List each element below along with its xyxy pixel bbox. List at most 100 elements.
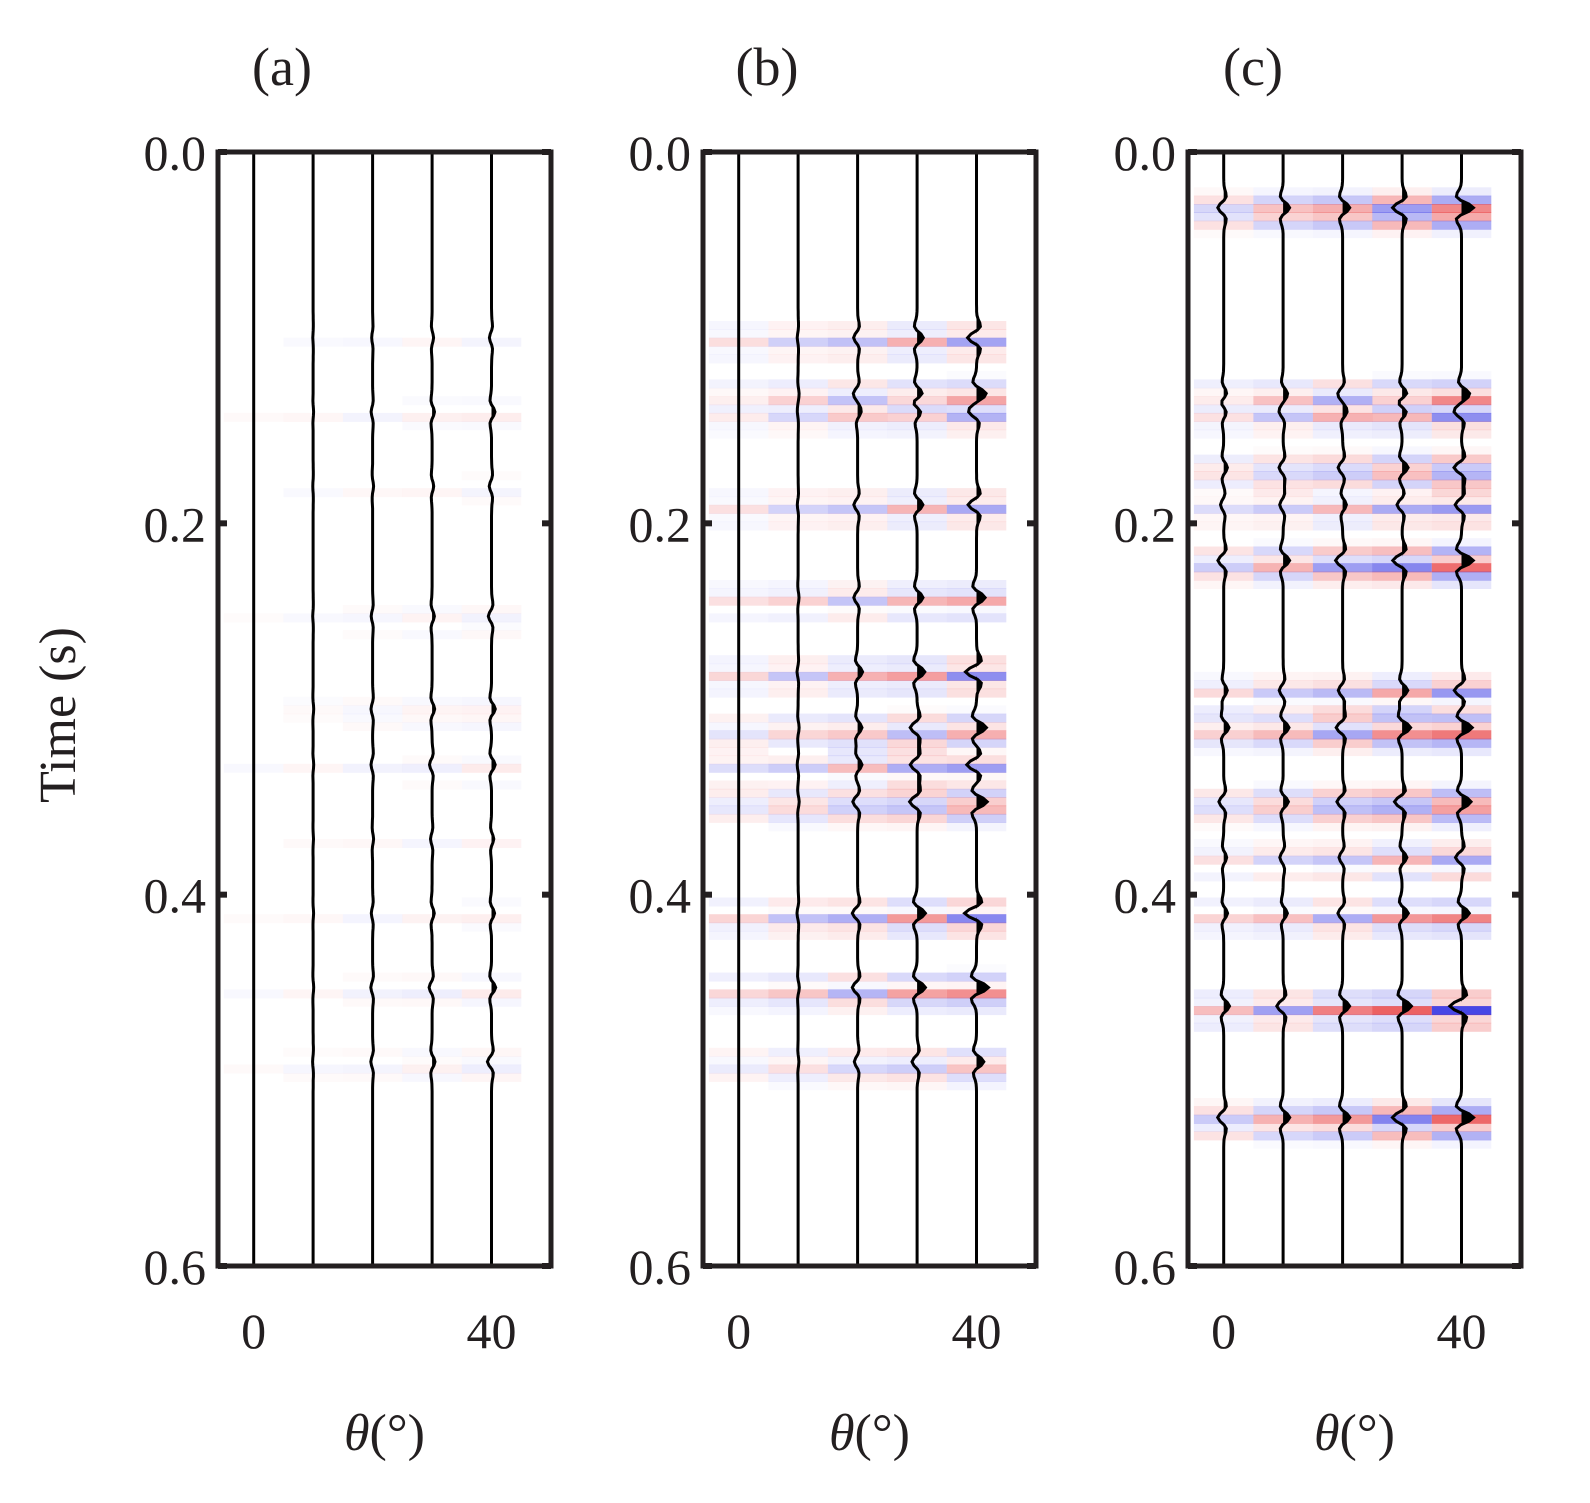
heatmap-cell (1372, 220, 1432, 230)
panel-label-b: (b) (736, 37, 799, 97)
heatmap-cell (402, 613, 462, 623)
heatmap-cell (887, 797, 947, 807)
heatmap-cell (887, 580, 947, 589)
heatmap-cell (1372, 839, 1432, 848)
heatmap-cell (1431, 813, 1492, 823)
panel-a: (a) 0.0 0.2 0.4 0.6 0 40 θ(°) (144, 37, 554, 1462)
trace (311, 152, 316, 1266)
heatmap-cell (1372, 204, 1432, 213)
heatmap-cell (1372, 571, 1432, 581)
trace (427, 152, 437, 1266)
heatmap-cell (946, 713, 1007, 723)
heatmap-cell (1253, 463, 1313, 472)
heatmap-cell (1372, 513, 1432, 523)
heatmap-cell (946, 1072, 1007, 1082)
heatmap-cell (1193, 855, 1254, 865)
heatmap-cell (1372, 688, 1432, 698)
heatmap-cell (887, 513, 947, 523)
x-tick-label: 0 (241, 1303, 266, 1359)
heatmap-cell (827, 329, 888, 339)
x-tick-label: 40 (952, 1303, 1002, 1359)
x-tick-label: 40 (467, 1303, 517, 1359)
heatmap-cell (946, 404, 1007, 414)
heatmap-cell (1431, 855, 1492, 865)
heatmap-cell (1431, 212, 1492, 222)
heatmap-cell (1193, 797, 1254, 807)
heatmap-cell (1431, 1098, 1492, 1107)
plot-area-a: 0.0 0.2 0.4 0.6 0 40 θ(°) (144, 125, 554, 1462)
heatmap-cell (1372, 922, 1432, 932)
heatmap-cell (1372, 713, 1432, 723)
heatmap-cell (1253, 997, 1313, 1007)
y-tick-label: 0.4 (1114, 868, 1177, 924)
traces-c (1215, 152, 1476, 1266)
heatmap-cell (1431, 546, 1492, 556)
heatmap-cell (1372, 797, 1432, 807)
trace-fill (917, 152, 926, 1266)
heatmap-cell (1253, 897, 1313, 907)
heatmap-cell (1193, 387, 1254, 397)
heatmap-cell (827, 680, 888, 690)
y-tick-label: 0.6 (629, 1239, 692, 1295)
heatmap-cell (1193, 571, 1254, 581)
y-tick-label: 0.2 (1114, 496, 1177, 552)
heatmap-cell (827, 1056, 888, 1066)
trace (1390, 152, 1414, 1266)
y-tick-label: 0.2 (629, 496, 692, 552)
heatmap-cell (1372, 738, 1432, 748)
x-tick-label: 40 (1437, 1303, 1487, 1359)
heatmap-cell (887, 813, 947, 823)
x-axis-title: θ(°) (829, 1405, 910, 1462)
heatmap-cell (1312, 187, 1373, 197)
heatmap-cell (1431, 220, 1492, 230)
heatmap-cell (887, 496, 947, 506)
heatmap-cell (1372, 212, 1432, 222)
y-tick-label: 0.0 (1114, 125, 1177, 181)
heatmap-cell (1193, 738, 1254, 748)
heatmap-cell (1372, 780, 1432, 790)
trace (962, 152, 991, 1266)
heatmap-cell (1372, 997, 1432, 1007)
x-axis-symbol: θ (829, 1405, 855, 1462)
x-axis-unit: (°) (370, 1405, 425, 1462)
heatmap-cell (887, 747, 947, 757)
heatmap-cell (1193, 1098, 1254, 1107)
heatmap-cell (887, 1056, 947, 1066)
heatmap-cell (1431, 538, 1492, 548)
heatmap-cell (1312, 1014, 1373, 1024)
heatmap-cell (1431, 379, 1492, 389)
heatmap-cell (887, 321, 947, 330)
heatmap-cell (1431, 571, 1492, 581)
heatmap-cell (1193, 554, 1254, 564)
heatmap-cell (1193, 204, 1254, 213)
heatmap-cell (1431, 997, 1492, 1007)
heatmap-cell (1372, 855, 1432, 865)
y-tick-label: 0.2 (144, 496, 207, 552)
heatmap-cell (946, 1047, 1007, 1057)
heatmap-cell (1253, 571, 1313, 581)
heatmap-cell (887, 755, 947, 765)
trace (1447, 152, 1476, 1266)
heatmap-cell (1312, 1123, 1373, 1132)
trace-fill (976, 152, 989, 1266)
heatmap-cell (1372, 554, 1432, 564)
y-tick-label: 0.6 (1114, 1239, 1177, 1295)
heatmap-cell (1193, 1006, 1254, 1016)
heatmap-cell (887, 488, 947, 498)
heatmap-cell (1193, 463, 1254, 472)
heatmap-cell (1253, 1123, 1313, 1132)
heatmap-cell (887, 922, 947, 932)
heatmap-cell (1372, 705, 1432, 715)
heatmap-cell (1372, 1006, 1432, 1016)
trace (1215, 152, 1232, 1266)
heatmap-cell (1312, 421, 1373, 431)
traces-a (252, 152, 498, 1266)
trace (850, 152, 865, 1266)
heatmap-cell (1372, 897, 1432, 907)
panel-label-c: (c) (1223, 37, 1283, 97)
heatmap-cell (1193, 688, 1254, 698)
heatmap-cell (1372, 1123, 1432, 1132)
heatmap-cell (887, 722, 947, 731)
